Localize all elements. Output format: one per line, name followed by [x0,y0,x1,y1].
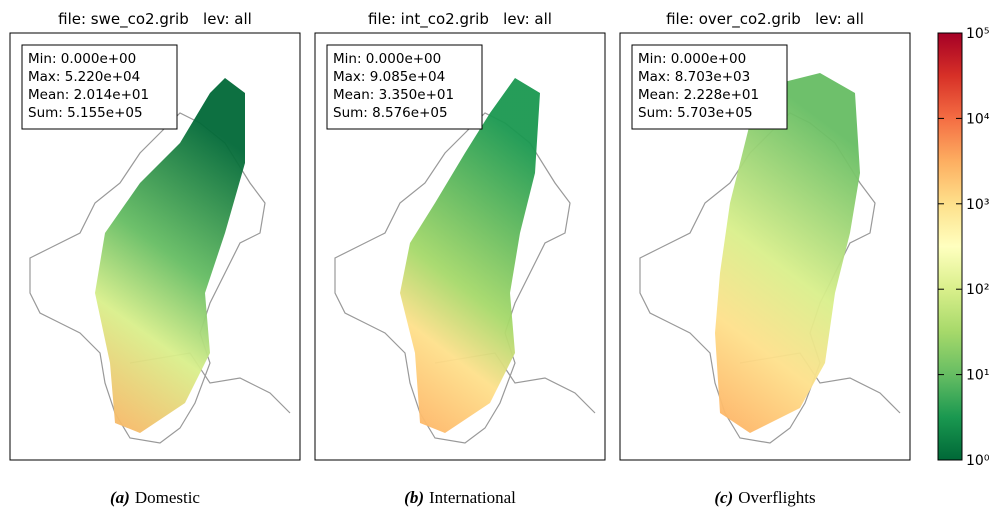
caption-text: Overflights [738,488,815,507]
stat: Sum: 5.155e+05 [28,105,143,121]
stat: Mean: 2.014e+01 [28,87,149,103]
stat: Min: 0.000e+00 [28,51,136,67]
colorbar-tick-label: 10¹ [966,368,989,384]
caption-label: (b) [404,488,424,507]
stat: Max: 9.085e+04 [333,69,445,85]
stat: Min: 0.000e+00 [333,51,441,67]
stat: Mean: 2.228e+01 [638,87,759,103]
colorbar-tick-label: 10² [966,282,989,298]
colorbar-tick-label: 10³ [966,197,989,213]
panel: Min: 0.000e+00 Max: 8.703e+03 Mean: 2.22… [620,33,910,460]
colorbar [938,33,962,460]
panel: Min: 0.000e+00 Max: 9.085e+04 Mean: 3.35… [315,33,605,460]
colorbar-tick-label: 10⁵ [966,26,989,42]
panel-title: file: swe_co2.grib lev: all [58,10,252,29]
caption-text: International [429,488,516,507]
panel-title: file: int_co2.grib lev: all [368,10,552,29]
stat: Max: 5.220e+04 [28,69,140,85]
figure: Min: 0.000e+00 Max: 5.220e+04 Mean: 2.01… [0,0,991,508]
caption: (b) International [404,488,516,507]
stat: Mean: 3.350e+01 [333,87,454,103]
stat: Sum: 8.576e+05 [333,105,448,121]
colorbar-tick-label: 10⁰ [966,453,990,469]
caption-text: Domestic [135,488,201,507]
colorbar-tick-label: 10⁴ [966,111,990,127]
caption-label: (a) [110,488,130,507]
caption: (a) Domestic [110,488,200,507]
caption-label: (c) [714,488,733,507]
caption: (c) Overflights [714,488,815,507]
stat: Sum: 5.703e+05 [638,105,753,121]
stat: Max: 8.703e+03 [638,69,750,85]
panel-title: file: over_co2.grib lev: all [666,10,864,29]
stat: Min: 0.000e+00 [638,51,746,67]
panel: Min: 0.000e+00 Max: 5.220e+04 Mean: 2.01… [10,33,300,460]
